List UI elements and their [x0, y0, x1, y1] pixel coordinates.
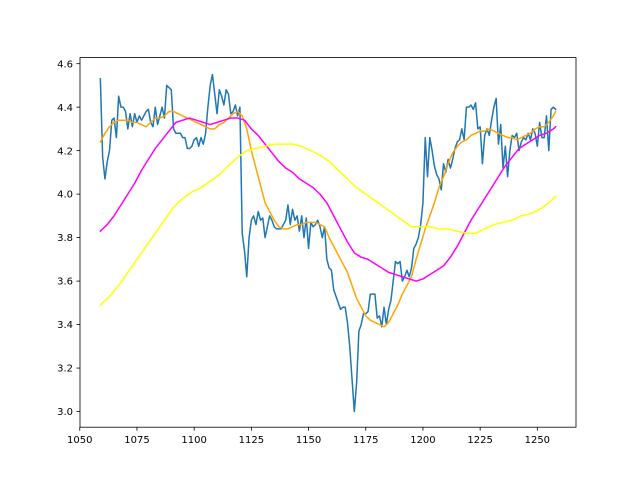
x-tick-label: 1150	[296, 435, 321, 446]
axis-ticks: 1050 1075 1100 1125 1150 1175 1200 1225 1250 3.0 3…	[57, 59, 550, 446]
x-tick-label: 1125	[239, 435, 264, 446]
x-tick-label: 1100	[181, 435, 206, 446]
x-tick-label: 1250	[525, 435, 550, 446]
x-tick-label: 1050	[67, 435, 92, 446]
series-line-price	[99, 73, 557, 413]
y-tick-label: 4.0	[57, 190, 73, 201]
y-tick-label: 3.2	[57, 364, 73, 375]
y-tick-label: 4.6	[57, 59, 73, 70]
y-tick-label: 4.2	[57, 146, 73, 157]
plot-area	[99, 73, 557, 413]
y-tick-label: 3.6	[57, 277, 73, 288]
y-tick-label: 3.4	[57, 320, 73, 331]
y-tick-label: 4.4	[57, 103, 73, 114]
axes-frame	[79, 57, 577, 428]
y-tick-label: 3.0	[57, 407, 73, 418]
x-tick-label: 1225	[467, 435, 492, 446]
x-tick-label: 1200	[410, 435, 435, 446]
series-line-moving-average-short	[99, 110, 557, 328]
y-tick-label: 3.8	[57, 233, 73, 244]
series-line-moving-average-long	[99, 143, 557, 307]
series-line-moving-average-medium	[99, 117, 557, 282]
x-tick-label: 1075	[124, 435, 149, 446]
x-tick-label: 1175	[353, 435, 378, 446]
